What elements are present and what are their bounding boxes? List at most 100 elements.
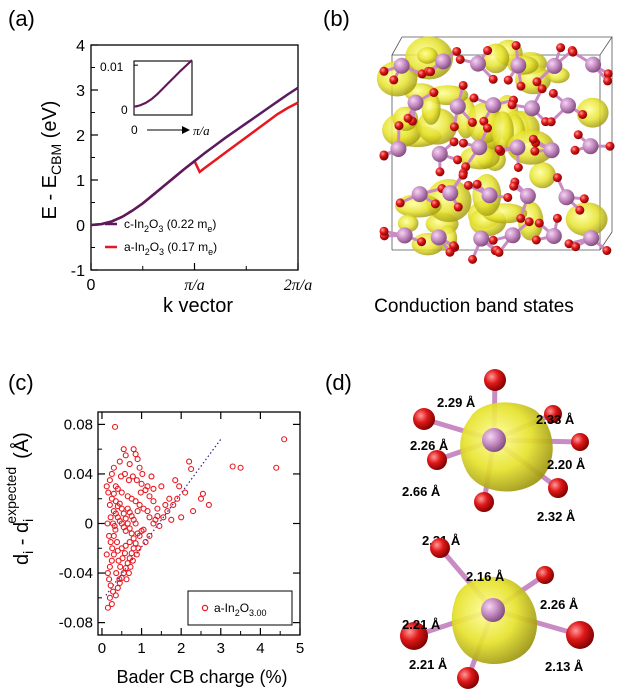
- scatter-point: [160, 514, 167, 521]
- scatter-point: [134, 508, 141, 515]
- scatter-point: [144, 483, 151, 490]
- scatter-point: [154, 505, 161, 512]
- oxygen-atom: [426, 67, 436, 77]
- scatter-point: [124, 520, 131, 527]
- panel-a-frame: [90, 44, 299, 271]
- oxygen-atom: [503, 192, 513, 202]
- scatter-point: [158, 483, 165, 490]
- inset-xtick-pi: π/a: [193, 123, 210, 138]
- oxygen-atom: [570, 145, 580, 155]
- scatter-point: [103, 483, 110, 490]
- ytick-label: 1: [76, 173, 85, 190]
- oxygen-atom: [379, 150, 389, 160]
- scatter-point: [133, 477, 140, 484]
- indium-atom: [431, 145, 448, 162]
- inset-ytick-zero: 0: [121, 103, 128, 117]
- scatter-point: [146, 532, 153, 539]
- scatter-point: [110, 464, 117, 471]
- top-isosurface: [460, 402, 553, 492]
- scatter-point: [128, 530, 135, 537]
- indium-atom: [435, 53, 452, 70]
- indium-atom: [481, 187, 498, 204]
- scatter-point: [116, 579, 123, 587]
- scatter-point: [137, 489, 144, 496]
- oxygen-atom: [379, 66, 389, 76]
- scatter-point: [104, 570, 111, 577]
- oxygen-atom: [472, 179, 482, 189]
- scatter-point: [106, 563, 113, 570]
- oxygen-atom: [449, 122, 459, 132]
- scatter-point: [154, 513, 161, 520]
- scatter-point: [199, 490, 207, 497]
- scatter-point: [105, 489, 112, 496]
- scatter-point: [197, 495, 205, 502]
- oxygen-atom: [394, 121, 404, 131]
- oxygen-atom: [458, 170, 468, 180]
- scatter-point: [126, 460, 133, 468]
- scatter-point: [126, 525, 133, 532]
- xtick-label: 1: [137, 640, 145, 657]
- oxygen-atom: [463, 180, 473, 190]
- oxygen-atom: [513, 163, 523, 173]
- scatter-point: [123, 576, 130, 583]
- scatter-point: [142, 539, 149, 546]
- scatter-point: [166, 495, 173, 502]
- oxygen-atom: [575, 205, 585, 215]
- indium-atom: [582, 138, 599, 155]
- scatter-point: [122, 452, 129, 459]
- ytick-label: 0: [76, 218, 85, 235]
- scatter-point: [190, 508, 197, 515]
- bond-label: 2.32 Å: [537, 509, 576, 524]
- scatter-point: [176, 483, 183, 490]
- ytick-label: -1: [71, 263, 85, 280]
- indium-atom: [504, 227, 521, 244]
- scatter-point: [122, 515, 129, 522]
- legend-marker: [201, 604, 209, 612]
- scatter-point: [114, 584, 121, 591]
- indium-atom: [560, 97, 577, 114]
- scatter-point: [132, 451, 139, 458]
- scatter-point: [134, 456, 141, 463]
- indium-atom: [543, 142, 560, 159]
- scatter-point: [136, 501, 143, 508]
- bond-label: 2.21 Å: [402, 617, 441, 632]
- scatter-point: [130, 535, 137, 542]
- scatter-point: [281, 436, 288, 443]
- isosurface-blob: [460, 145, 500, 170]
- oxygen-atom: [573, 130, 583, 140]
- isosurface-blob: [491, 111, 514, 153]
- scatter-point: [136, 532, 143, 539]
- panel-d-label: (d): [325, 370, 352, 395]
- bond-label: 2.26 Å: [540, 597, 579, 612]
- isosurface-blob: [565, 202, 608, 237]
- scatter-point: [132, 520, 139, 527]
- scatter-point: [116, 458, 123, 465]
- indium-atom: [407, 94, 424, 111]
- scatter-point: [108, 557, 115, 564]
- oxygen-atom: [488, 235, 498, 245]
- crystal-structure-image: [376, 36, 615, 264]
- ytick-label: 0.04: [64, 466, 93, 483]
- scatter-point: [205, 501, 212, 508]
- scatter-point: [172, 477, 179, 484]
- bond-label: 2.33 Å: [536, 412, 575, 427]
- scatter-point: [118, 505, 125, 512]
- scatter-point: [188, 465, 195, 473]
- scatter-point: [118, 489, 125, 496]
- panel-c-xlabel: Bader CB charge (%): [116, 667, 287, 687]
- panel-a-label: (a): [8, 6, 35, 31]
- scatter-point: [116, 500, 123, 507]
- scatter-point: [229, 463, 236, 470]
- oxygen-atom: [417, 237, 427, 247]
- scatter-point: [107, 582, 114, 589]
- oxygen-atom: [528, 134, 538, 144]
- scatter-point: [108, 470, 115, 477]
- oxygen-atom: [483, 123, 493, 133]
- bond-label: 2.29 Å: [437, 395, 476, 410]
- oxygen-atom: [479, 116, 489, 126]
- xtick-label: 3: [217, 640, 225, 657]
- scatter-point: [133, 551, 140, 558]
- scatter-point: [132, 498, 139, 505]
- oxygen-atom: [571, 242, 581, 252]
